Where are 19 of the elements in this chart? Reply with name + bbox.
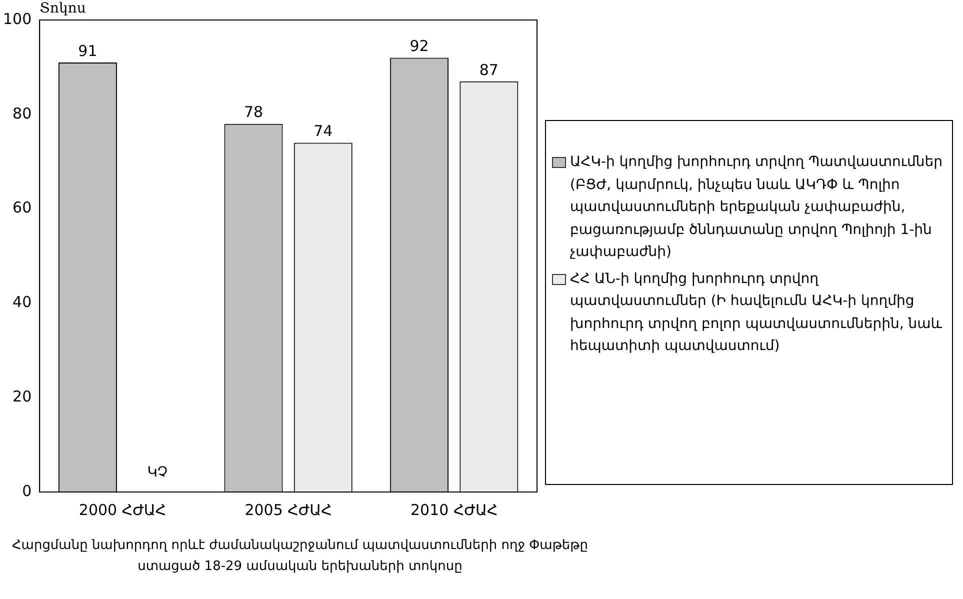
y-axis-title: Տոկոս (40, 0, 86, 17)
x-tick-label: 2000 ՀԺԱՀ (78, 500, 166, 519)
y-tick-label: 0 (22, 482, 32, 500)
y-tick-label: 80 (12, 104, 32, 122)
x-axis-title: Հարցմանը նախորդող որևէ ժամանակաշրջանում պատվաստումների ողջ Փաթեթը ստացած 18-29 ամսական երեխաների տոկոսը (10, 537, 590, 576)
x-tick-label: 2005 ՀԺԱՀ (244, 500, 332, 519)
data-label: 78 (244, 103, 264, 122)
data-label: 87 (479, 60, 498, 79)
legend-label: ԱՀԿ-ի կողմից խորհուրդ տրվող Պատվաստումներ (ԲՑԺ, կարմրուկ, ինչպես նաև ԱԿԴՓ և Պոլիո պատվաստումների երեքական չափաբաժին, բացառությամբ ծննդատանը տրվող Պոլիոյի 1-ին չափաբաժնի) (570, 153, 944, 262)
y-tick-label: 60 (12, 198, 32, 217)
data-label: 92 (410, 37, 429, 56)
annotation: ԿՉ (147, 464, 168, 481)
x-tick-label: 2010 ՀԺԱՀ (410, 500, 498, 519)
y-tick-label: 100 (2, 10, 32, 28)
data-label: 91 (78, 42, 98, 60)
y-tick-label: 20 (12, 387, 32, 406)
legend-label: ՀՀ ԱՆ-ի կողմից խորհուրդ տրվող պատվաստումներ (Ի հավելումն ԱՀԿ-ի կողմից խորհուրդ տրվող բոլոր պատվաստումներին, նաև հեպատիտի պատվաստում) (570, 270, 944, 356)
data-label: 74 (314, 122, 333, 140)
y-tick-label: 40 (12, 293, 32, 312)
